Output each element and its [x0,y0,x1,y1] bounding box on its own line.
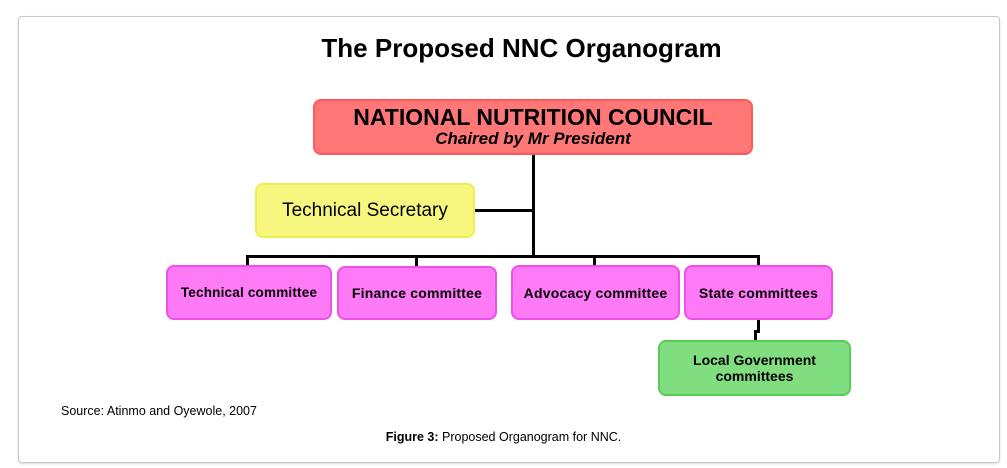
committee-label: Advocacy committee [523,284,668,301]
advocacy-committee-box: Advocacy committee [511,265,680,320]
caption-text: Proposed Organogram for NNC. [438,430,622,444]
connector-council-down [532,154,535,258]
committee-label: State committees [698,284,819,301]
secretary-label: Technical Secretary [282,199,448,221]
connector-state-local-a [757,319,760,332]
state-committees-box: State committees [684,265,833,320]
secretary-box: Technical Secretary [255,183,475,238]
source-note: Source: Atinmo and Oyewole, 2007 [61,404,257,418]
local-government-box: Local Government committees [658,340,851,396]
diagram-title: The Proposed NNC Organogram [321,33,722,63]
finance-committee-box: Finance committee [337,266,497,320]
council-subtitle: Chaired by Mr President [435,129,631,148]
connector-secretary [474,209,534,212]
caption-label: Figure 3: [385,430,439,444]
connector-state-local-c [754,330,757,341]
council-name: NATIONAL NUTRITION COUNCIL [353,104,713,130]
connector-finance [415,255,418,267]
committee-label: Finance committee [351,285,483,301]
figure-caption: Figure 3: Proposed Organogram for NNC. [0,430,1007,444]
connector-committees-bar [246,255,760,258]
connector-technical [246,255,249,266]
technical-committee-box: Technical committee [166,265,332,320]
council-box: NATIONAL NUTRITION COUNCIL Chaired by Mr… [313,99,753,155]
committee-label: Technical committee [180,285,318,300]
connector-state [757,255,760,266]
connector-advocacy [593,255,596,266]
connector-state-local-b [754,330,760,333]
figure-frame [18,16,1000,463]
local-label: Local Government committees [693,352,816,384]
